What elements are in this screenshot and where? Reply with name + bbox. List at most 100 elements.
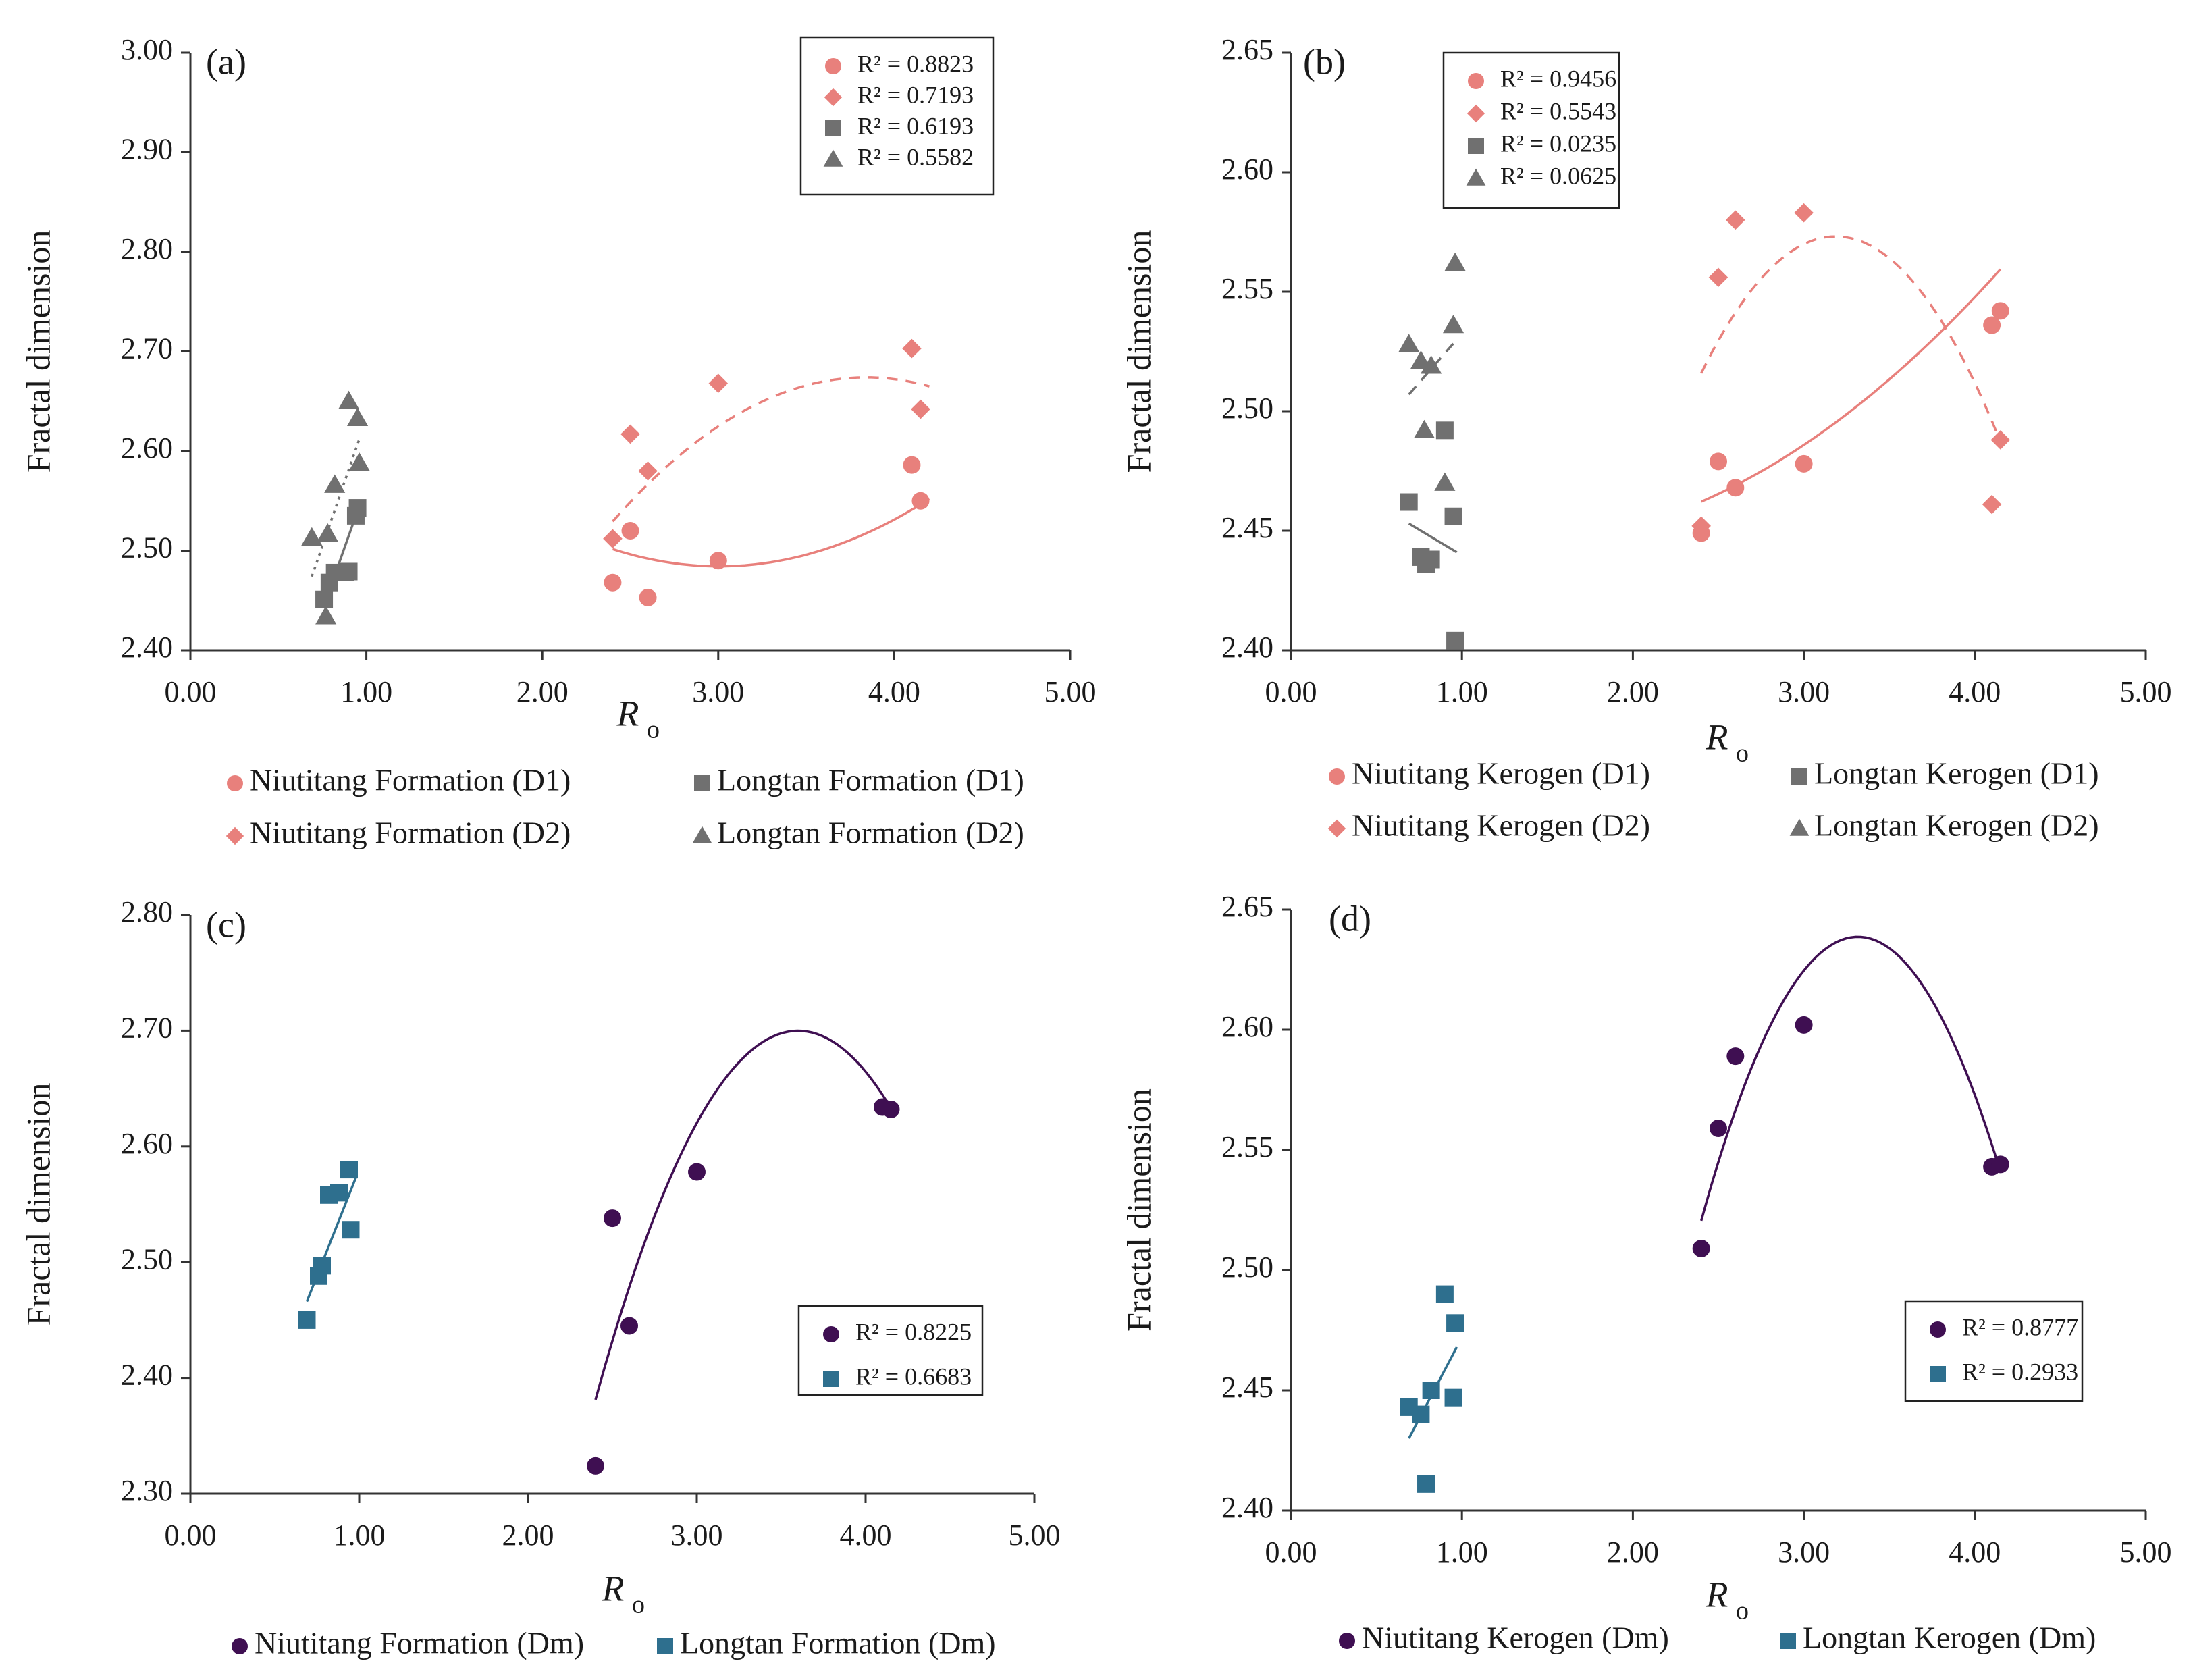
data-point: [911, 399, 930, 419]
data-point: [708, 373, 729, 393]
r2-legend-text: R² = 0.2933: [1962, 1358, 2078, 1385]
legend-label: Longtan Formation (D2): [717, 816, 1024, 850]
x-tick-label: 3.00: [1778, 1535, 1830, 1569]
legend-label: Niutitang Formation (Dm): [255, 1626, 584, 1660]
trendline-2: [1408, 522, 1458, 554]
y-tick-label: 3.00: [121, 33, 173, 66]
legend-marker: [1780, 1633, 1796, 1649]
r2-legend-marker: [824, 88, 843, 107]
y-tick-label: 2.80: [121, 895, 173, 928]
trendline-0: [612, 498, 930, 568]
y-tick-label: 2.45: [1221, 1371, 1273, 1404]
r2-legend-marker: [1930, 1366, 1946, 1382]
x-tick-label: 0.00: [165, 675, 217, 708]
x-tick-label: 3.00: [671, 1519, 723, 1552]
data-point: [688, 1163, 706, 1181]
legend-label: Longtan Kerogen (D1): [1814, 756, 2099, 791]
r2-legend-marker: [1468, 73, 1484, 89]
x-tick-label: 1.00: [334, 1519, 386, 1552]
x-axis-title-subscript: o: [1736, 1597, 1749, 1625]
y-tick-label: 2.50: [121, 531, 173, 565]
r2-legend-text: R² = 0.8823: [857, 50, 974, 77]
data-point: [1400, 493, 1418, 511]
data-point: [1413, 419, 1435, 439]
x-axis-title: R: [1706, 1574, 1728, 1615]
legend-label: Longtan Formation (D1): [717, 763, 1024, 797]
legend-label: Niutitang Formation (D2): [250, 816, 571, 850]
y-tick-label: 2.60: [1221, 153, 1273, 186]
y-tick-label: 2.60: [121, 1127, 173, 1160]
x-tick-label: 4.00: [840, 1519, 892, 1552]
r2-legend-text: R² = 0.9456: [1500, 65, 1616, 92]
data-point: [348, 499, 367, 517]
r2-legend-text: R² = 0.6683: [855, 1363, 972, 1390]
data-point: [620, 1317, 638, 1335]
x-tick-label: 3.00: [692, 675, 744, 708]
x-tick-label: 0.00: [1265, 1535, 1317, 1569]
data-point: [1691, 516, 1711, 536]
y-tick-label: 2.30: [121, 1474, 173, 1507]
x-tick-label: 1.00: [1436, 1535, 1488, 1569]
data-point: [1983, 316, 2001, 334]
data-point: [1398, 334, 1420, 352]
data-point: [1446, 631, 1464, 650]
data-point: [882, 1100, 900, 1118]
data-point: [330, 1184, 348, 1202]
r2-legend-text: R² = 0.0235: [1500, 130, 1616, 157]
data-point: [1795, 454, 1813, 473]
data-point: [1412, 1405, 1430, 1423]
r2-legend-text: R² = 0.8225: [855, 1318, 972, 1345]
x-tick-label: 5.00: [2120, 1535, 2172, 1569]
legend-marker: [692, 826, 712, 843]
y-tick-label: 2.70: [121, 332, 173, 365]
data-point: [604, 573, 622, 592]
y-tick-label: 2.65: [1221, 890, 1273, 923]
x-tick-label: 5.00: [1009, 1519, 1061, 1552]
data-point: [340, 1161, 358, 1179]
chart-panel-a: 2.40 2.50 2.60 2.70 2.80 2.90 3.00 0.00 1.00 2.00…: [19, 33, 1096, 849]
data-point: [902, 338, 922, 359]
data-point: [1442, 314, 1464, 334]
x-axis-title: R: [616, 693, 639, 733]
x-axis-title-subscript: o: [647, 716, 660, 744]
data-point: [1434, 472, 1456, 491]
data-point: [1444, 1388, 1462, 1407]
data-point: [1795, 1016, 1813, 1034]
data-point: [342, 1221, 360, 1239]
x-tick-label: 5.00: [2120, 675, 2172, 708]
x-tick-label: 4.00: [1949, 1535, 2001, 1569]
legend-marker: [1789, 818, 1809, 836]
y-axis-title: Fractal dimension: [1119, 230, 1157, 473]
data-point: [1708, 267, 1728, 288]
x-tick-label: 2.00: [1607, 1535, 1659, 1569]
data-point: [1435, 421, 1454, 440]
legend-marker: [1791, 768, 1807, 785]
data-point: [911, 492, 930, 510]
legend-label: Longtan Formation (Dm): [680, 1626, 996, 1660]
data-point: [1417, 1475, 1435, 1493]
data-point: [301, 527, 323, 546]
data-point: [1991, 302, 2009, 320]
r2-legend-marker: [1466, 168, 1486, 186]
data-point: [346, 407, 369, 427]
panel-label: (a): [206, 41, 246, 82]
panel-label: (b): [1303, 41, 1346, 82]
y-tick-label: 2.45: [1221, 511, 1273, 544]
data-point: [1446, 1314, 1464, 1332]
x-tick-label: 2.00: [1607, 675, 1659, 708]
y-tick-label: 2.50: [121, 1242, 173, 1276]
data-point: [1710, 452, 1727, 471]
x-tick-label: 4.00: [868, 675, 920, 708]
data-point: [1794, 203, 1814, 223]
y-tick-label: 2.90: [121, 133, 173, 166]
data-point: [587, 1456, 604, 1475]
legend-marker: [1327, 819, 1346, 838]
y-tick-label: 2.60: [121, 431, 173, 465]
r2-legend-marker: [825, 120, 841, 136]
legend-label: Niutitang Kerogen (D1): [1352, 756, 1650, 791]
data-point: [317, 523, 338, 542]
r2-legend-marker: [1930, 1321, 1946, 1338]
y-tick-label: 2.55: [1221, 1130, 1273, 1163]
data-point: [1982, 494, 2002, 515]
data-point: [1726, 1047, 1745, 1066]
